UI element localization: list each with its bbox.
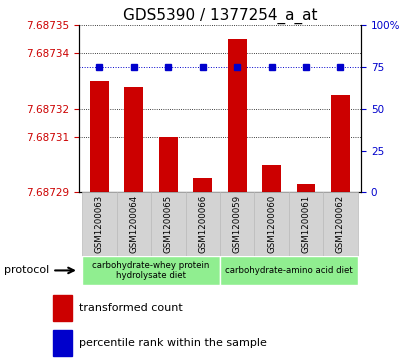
- Bar: [90, 81, 109, 192]
- Bar: [151, 192, 186, 256]
- Bar: [82, 256, 220, 285]
- Text: carbohydrate-whey protein
hydrolysate diet: carbohydrate-whey protein hydrolysate di…: [93, 261, 210, 280]
- Text: GSM1200060: GSM1200060: [267, 195, 276, 253]
- Bar: [53, 295, 72, 322]
- Bar: [186, 192, 220, 256]
- Title: GDS5390 / 1377254_a_at: GDS5390 / 1377254_a_at: [123, 8, 317, 24]
- Text: protocol: protocol: [4, 265, 49, 276]
- Bar: [220, 192, 254, 256]
- Bar: [53, 330, 72, 356]
- Text: GSM1200062: GSM1200062: [336, 195, 345, 253]
- Bar: [159, 137, 178, 192]
- Text: GSM1200059: GSM1200059: [233, 195, 242, 253]
- Text: GSM1200065: GSM1200065: [164, 195, 173, 253]
- Text: GSM1200064: GSM1200064: [129, 195, 139, 253]
- Text: GSM1200063: GSM1200063: [95, 195, 104, 253]
- Bar: [289, 192, 323, 256]
- Bar: [124, 87, 143, 192]
- Bar: [117, 192, 151, 256]
- Bar: [228, 39, 247, 192]
- Bar: [82, 192, 117, 256]
- Bar: [220, 256, 358, 285]
- Bar: [297, 184, 315, 192]
- Bar: [193, 179, 212, 192]
- Text: transformed count: transformed count: [79, 303, 183, 313]
- Bar: [331, 95, 350, 192]
- Text: GSM1200066: GSM1200066: [198, 195, 207, 253]
- Text: carbohydrate-amino acid diet: carbohydrate-amino acid diet: [225, 266, 353, 275]
- Text: percentile rank within the sample: percentile rank within the sample: [79, 338, 266, 348]
- Text: GSM1200061: GSM1200061: [301, 195, 310, 253]
- Bar: [254, 192, 289, 256]
- Bar: [323, 192, 358, 256]
- Bar: [262, 164, 281, 192]
